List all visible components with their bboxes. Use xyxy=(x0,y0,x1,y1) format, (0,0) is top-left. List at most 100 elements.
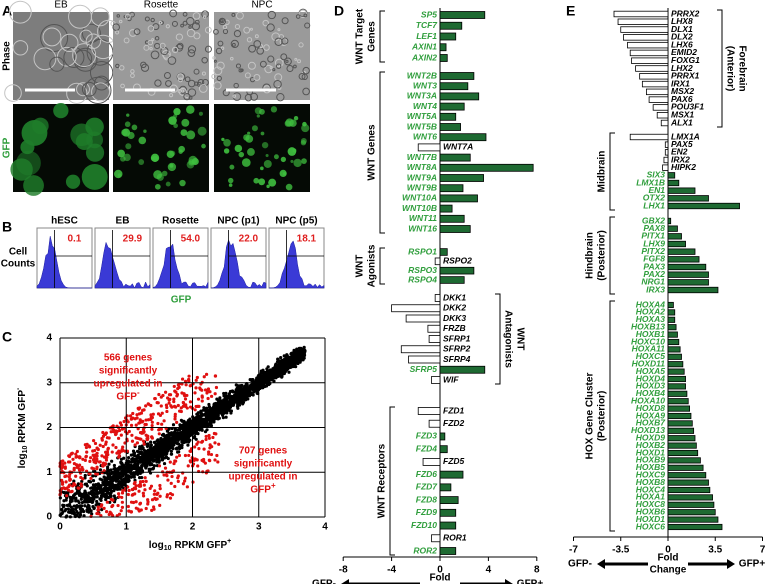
significant-point xyxy=(74,475,77,478)
significant-point xyxy=(70,490,73,493)
x-tick-label: 4 xyxy=(486,565,492,576)
significant-point xyxy=(130,510,133,513)
gene-point xyxy=(128,460,131,463)
significant-point xyxy=(68,475,71,478)
gene-point xyxy=(111,479,114,482)
gene-point xyxy=(143,463,146,466)
gfp-cell xyxy=(301,158,307,164)
significant-point xyxy=(92,467,95,470)
significant-point xyxy=(77,465,80,468)
bar xyxy=(440,55,447,62)
gfp-cell xyxy=(125,121,131,127)
bar xyxy=(668,218,671,224)
gene-label: WIF xyxy=(443,374,459,384)
significant-point xyxy=(80,466,83,469)
gfp-cell xyxy=(170,151,176,157)
gene-point xyxy=(290,352,293,355)
gfp-cell xyxy=(138,159,144,165)
gene-label: AXIN1 xyxy=(411,42,437,52)
gene-point xyxy=(235,388,238,391)
gene-point xyxy=(211,412,214,415)
significant-point xyxy=(185,394,188,397)
group-label: Antagonists xyxy=(502,310,513,368)
gene-point xyxy=(165,440,168,443)
gene-label: HOXC6 xyxy=(636,521,666,531)
significant-point xyxy=(96,452,99,455)
group-label: Genes xyxy=(367,21,378,52)
gene-label: FZD3 xyxy=(416,431,438,441)
significant-point xyxy=(100,437,103,440)
significant-point xyxy=(99,460,102,463)
significant-point xyxy=(84,459,87,462)
significant-point xyxy=(146,498,149,501)
significant-point xyxy=(173,485,176,488)
significant-point xyxy=(176,387,179,390)
significant-point xyxy=(184,397,187,400)
gene-point xyxy=(74,498,77,501)
gene-point xyxy=(215,397,218,400)
gene-point xyxy=(174,439,177,442)
gfp-cell xyxy=(151,157,154,160)
gene-point xyxy=(92,497,95,500)
gfp-image xyxy=(113,104,209,192)
significant-point xyxy=(140,420,143,423)
gene-point xyxy=(172,423,175,426)
bar xyxy=(668,369,684,374)
significant-point xyxy=(140,412,143,415)
bar xyxy=(668,339,679,344)
gfp-cell xyxy=(192,158,199,165)
x-tick-label: -8 xyxy=(339,565,348,576)
gene-point xyxy=(117,467,120,470)
gfp-cell xyxy=(239,152,245,158)
significant-point xyxy=(117,495,120,498)
significant-point xyxy=(147,402,150,405)
significant-point xyxy=(207,434,210,437)
significant-point xyxy=(196,405,199,408)
gene-point xyxy=(254,387,257,390)
gene-point xyxy=(207,414,210,417)
gfp-cell xyxy=(173,108,180,115)
significant-point xyxy=(196,458,199,461)
sample-label: NPC (p1) xyxy=(217,216,259,227)
bar xyxy=(440,548,456,555)
significant-point xyxy=(196,464,199,467)
gene-point xyxy=(180,444,183,447)
significant-point xyxy=(203,375,206,378)
gfp-cell xyxy=(166,182,171,187)
gene-point xyxy=(286,362,289,365)
significant-point xyxy=(61,483,64,486)
gfp-cell xyxy=(266,154,269,157)
bar xyxy=(440,73,474,80)
bar xyxy=(440,205,452,212)
significant-point xyxy=(173,459,176,462)
significant-point xyxy=(164,467,167,470)
significant-point xyxy=(213,458,216,461)
significant-point xyxy=(79,476,82,479)
significant-point xyxy=(117,492,120,495)
gene-point xyxy=(74,492,77,495)
gfp-cell xyxy=(125,143,131,149)
gfp-image xyxy=(214,104,310,192)
percent-gfp: 29.9 xyxy=(123,234,143,245)
significant-point xyxy=(154,397,157,400)
bar xyxy=(440,134,486,141)
significant-point xyxy=(210,395,213,398)
significant-point xyxy=(137,408,140,411)
gene-point xyxy=(178,428,181,431)
bar xyxy=(661,120,668,126)
bar xyxy=(642,81,668,87)
gene-point xyxy=(299,359,302,362)
gene-point xyxy=(109,493,112,496)
gene-point xyxy=(157,457,160,460)
significant-point xyxy=(65,486,68,489)
significant-point xyxy=(121,428,124,431)
significant-point xyxy=(96,473,99,476)
gene-point xyxy=(131,464,134,467)
gene-point xyxy=(95,495,98,498)
gene-point xyxy=(221,414,224,417)
significant-point xyxy=(198,386,201,389)
significant-point xyxy=(114,446,117,449)
gfp-cell xyxy=(294,116,298,120)
gene-point xyxy=(113,467,116,470)
gene-point xyxy=(110,486,113,489)
